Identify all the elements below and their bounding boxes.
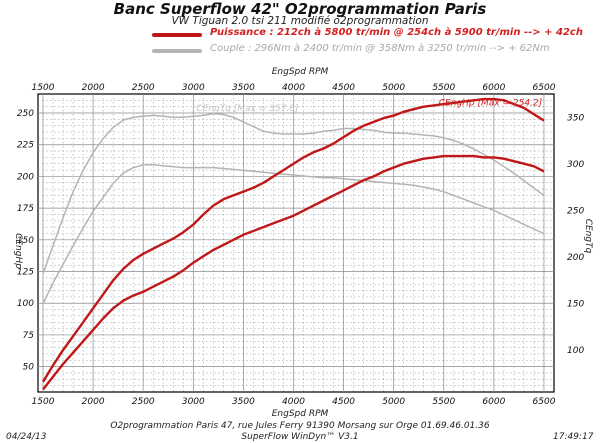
x-tick-label-top: 3000 — [182, 83, 205, 93]
series-line-couple-origine — [42, 164, 545, 304]
series-line-puissance-origine — [42, 154, 545, 391]
x-tick-label-bottom: 3500 — [232, 397, 255, 407]
x-tick-label-bottom: 5000 — [382, 397, 405, 407]
y-tick-label-right: 350 — [567, 113, 584, 123]
x-tick-label-top: 5500 — [432, 83, 455, 93]
series-lines — [41, 97, 545, 391]
chart-subtitle: VW Tiguan 2.0 tsi 211 modifié o2programm… — [171, 15, 429, 27]
chart-title: Banc Superflow 42" O2programmation Paris — [113, 0, 487, 18]
y-tick-label-right: 150 — [567, 300, 584, 310]
x-tick-label-bottom: 3000 — [182, 397, 205, 407]
x-tick-label-top: 6000 — [482, 83, 505, 93]
x-tick-label-top: 5000 — [382, 83, 405, 93]
x-axis-label-top: EngSpd RPM — [271, 67, 329, 77]
x-tick-label-bottom: 4500 — [332, 397, 355, 407]
footer-time: 17:49:17 — [553, 432, 594, 442]
y-tick-label-left: 175 — [17, 204, 34, 214]
x-tick-label-bottom: 1500 — [32, 397, 55, 407]
y-tick-label-left: 225 — [17, 141, 34, 151]
y-tick-label-left: 75 — [23, 331, 35, 341]
y-tick-label-left: 100 — [17, 299, 34, 309]
x-tick-label-bottom: 2000 — [82, 397, 105, 407]
plot-frame — [37, 93, 555, 393]
x-tick-label-top: 4500 — [332, 83, 355, 93]
y-tick-label-right: 250 — [567, 206, 584, 216]
axis-ticks: 1500 1500 2000 2000 2500 2500 3000 3000 3500 3500… — [17, 83, 585, 407]
x-tick-label-bottom: 6500 — [533, 397, 556, 407]
x-tick-label-top: 2500 — [132, 83, 155, 93]
annotations: CEngHp [Max = 254.2] CEngTq [Max = 357.8] — [196, 98, 542, 113]
x-tick-label-top: 4000 — [282, 83, 305, 93]
legend-power: Puissance : 212ch à 5800 tr/min @ 254ch … — [210, 27, 583, 38]
y-tick-label-left: 200 — [17, 172, 34, 182]
legend-line-torque — [152, 49, 202, 53]
y-tick-label-right: 100 — [567, 346, 584, 356]
y-tick-label-right: 300 — [567, 160, 584, 170]
x-tick-label-top: 6500 — [533, 83, 556, 93]
x-tick-label-bottom: 4000 — [282, 397, 305, 407]
x-tick-label-bottom: 2500 — [132, 397, 155, 407]
y-tick-label-left: 125 — [17, 268, 34, 278]
x-tick-label-top: 2000 — [82, 83, 105, 93]
x-axis-label-bottom: EngSpd RPM — [271, 409, 329, 419]
annotation-torque: CEngTq [Max = 357.8] — [196, 104, 299, 114]
legend-torque: Couple : 296Nm à 2400 tr/min @ 358Nm à 3… — [210, 43, 550, 54]
grid — [38, 94, 554, 392]
x-tick-label-top: 1500 — [32, 83, 55, 93]
footer-address: O2programmation Paris 47, rue Jules Ferr… — [110, 421, 490, 431]
y-tick-label-left: 250 — [17, 109, 34, 119]
x-tick-label-bottom: 6000 — [482, 397, 505, 407]
series-line-puissance-modifi- — [41, 97, 545, 383]
y-tick-label-left: 150 — [17, 236, 34, 246]
legend-line-power — [152, 33, 202, 37]
y-tick-label-right: 200 — [567, 253, 584, 263]
y-tick-label-left: 50 — [23, 363, 35, 373]
annotation-power: CEngHp [Max = 254.2] — [439, 98, 543, 108]
x-tick-label-bottom: 5500 — [432, 397, 455, 407]
series-line-couple-modifi- — [42, 112, 545, 274]
footer-software: SuperFlow WinDyn™ V3.1 — [241, 432, 359, 442]
footer-date: 04/24/13 — [6, 432, 47, 442]
x-tick-label-top: 3500 — [232, 83, 255, 93]
